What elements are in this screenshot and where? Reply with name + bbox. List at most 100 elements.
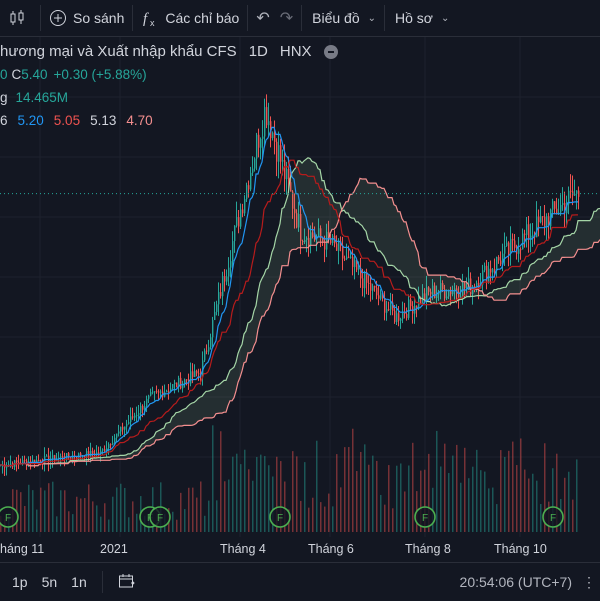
candle — [256, 134, 258, 159]
senkou-span-b-line — [25, 177, 600, 467]
candle — [328, 231, 330, 239]
volume-bar — [544, 443, 546, 532]
candle — [114, 437, 116, 443]
candle — [180, 377, 182, 389]
candle — [18, 462, 20, 464]
candle — [312, 232, 314, 238]
chart-area[interactable]: FFFFFF — [0, 37, 600, 562]
volume-bar — [200, 481, 202, 532]
candle — [276, 141, 278, 162]
volume-bar — [488, 488, 490, 532]
candle — [570, 190, 572, 192]
candle — [392, 302, 394, 311]
candle — [110, 444, 112, 446]
undo-button[interactable]: ↶ — [248, 0, 277, 36]
candle — [186, 379, 188, 381]
volume-bar — [52, 481, 54, 532]
chevron-down-icon: ⌄ — [440, 12, 450, 24]
redo-button[interactable]: ↷ — [278, 0, 301, 36]
candle — [222, 276, 224, 297]
candle — [264, 107, 266, 137]
candle — [458, 291, 460, 298]
volume-bar — [208, 500, 210, 532]
candle — [62, 456, 64, 460]
volume-bar — [524, 469, 526, 532]
candle — [362, 278, 364, 289]
candle — [272, 132, 274, 139]
date-range-button[interactable] — [111, 573, 143, 592]
volume-bar — [212, 425, 214, 532]
candle — [192, 371, 194, 377]
x-tick-label: Tháng 8 — [405, 542, 451, 556]
candle — [492, 269, 494, 273]
dividend-marker-label: F — [5, 513, 11, 524]
close-label: C — [11, 66, 22, 82]
volume-bar — [44, 490, 46, 532]
candle — [10, 463, 12, 465]
range-1p-button[interactable]: 1p — [12, 574, 28, 590]
profile-dropdown[interactable]: Hồ sơ ⌄ — [385, 0, 457, 36]
candle — [142, 405, 144, 410]
volume-bar — [252, 480, 254, 532]
volume-bar — [172, 511, 174, 532]
volume-bar — [256, 457, 258, 532]
candle — [206, 350, 208, 352]
candle — [216, 304, 218, 312]
candle — [494, 269, 496, 271]
kijun-line — [0, 159, 578, 467]
volume-bar — [184, 509, 186, 532]
candle — [60, 456, 62, 458]
ichimoku-cloud — [26, 157, 600, 466]
collapse-legend-button[interactable] — [323, 44, 338, 59]
candle — [36, 460, 38, 464]
range-5n-button[interactable]: 5n — [41, 574, 58, 590]
more-icon[interactable]: ⋮ — [582, 574, 596, 590]
time-axis[interactable]: háng 11 2021 Tháng 4 Tháng 6 Tháng 8 Thá… — [0, 538, 600, 562]
candle — [478, 282, 480, 289]
volume-bar — [64, 490, 66, 532]
volume-bar — [80, 498, 82, 532]
bottom-toolbar: 1p 5n 1n 20:54:06 (UTC+7) ⋮ — [0, 562, 600, 601]
chart-type-dropdown[interactable]: Biểu đồ ⌄ — [302, 0, 384, 36]
candle — [546, 216, 548, 226]
volume-bar — [504, 456, 506, 532]
candle — [522, 233, 524, 250]
candle — [356, 259, 358, 270]
candle — [244, 199, 246, 214]
candle — [528, 224, 530, 240]
range-1n-button[interactable]: 1n — [71, 574, 87, 590]
candle — [246, 185, 248, 200]
candle — [428, 287, 430, 292]
candle — [460, 296, 462, 298]
candles-style-button[interactable] — [0, 0, 40, 36]
candle — [512, 238, 514, 241]
candle — [352, 256, 354, 268]
compare-button[interactable]: So sánh — [41, 0, 132, 36]
candlestick-icon — [8, 9, 26, 27]
candle — [304, 240, 306, 243]
price-chart[interactable]: FFFFFF — [0, 37, 600, 562]
candle — [388, 309, 390, 311]
volume-bar — [452, 455, 454, 532]
candle — [336, 243, 338, 251]
redo-icon: ↷ — [279, 10, 294, 27]
volume-bar — [304, 462, 306, 532]
svg-text:x: x — [150, 18, 155, 27]
volume-bar — [360, 451, 362, 532]
candle — [234, 225, 236, 242]
volume-bar — [264, 456, 266, 532]
candle — [466, 285, 468, 288]
candle — [464, 282, 466, 288]
interval-label[interactable]: 1D — [248, 42, 268, 60]
volume-bar — [340, 487, 342, 532]
candle — [536, 216, 538, 238]
volume-bar — [440, 466, 442, 532]
clock-display[interactable]: 20:54:06 (UTC+7) — [459, 574, 572, 590]
volume-bar — [576, 459, 578, 532]
candle — [250, 172, 252, 190]
candle — [80, 453, 82, 457]
candle — [502, 253, 504, 265]
plus-circle-icon — [49, 9, 67, 27]
